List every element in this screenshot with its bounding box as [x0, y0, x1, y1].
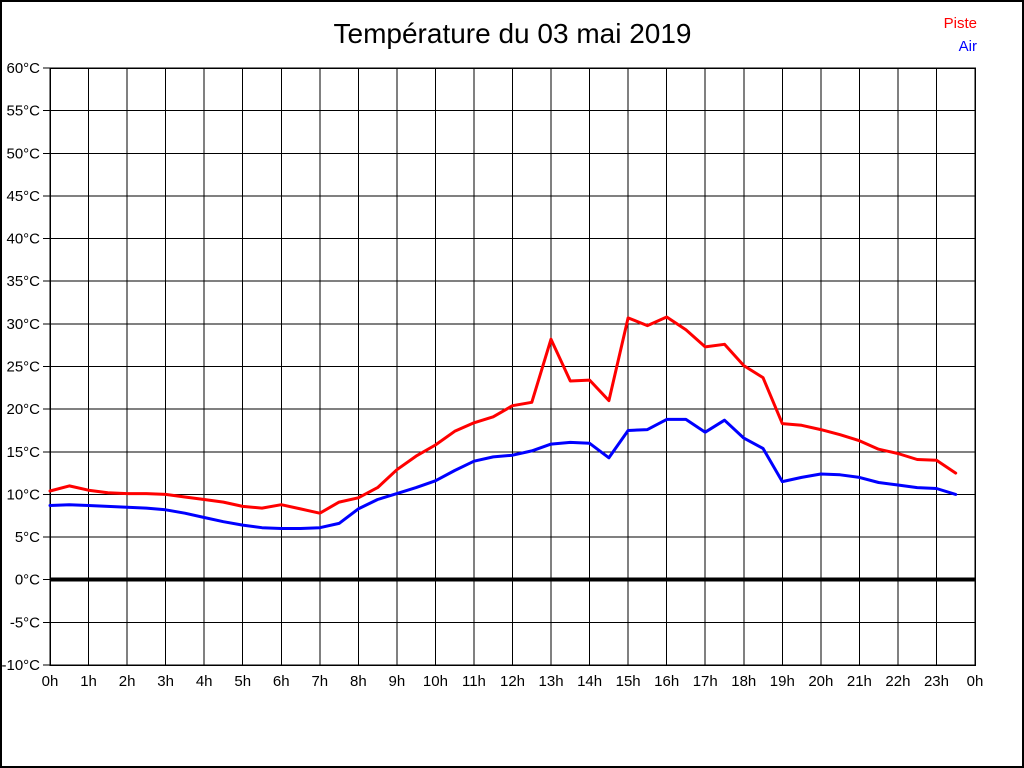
x-tick-label: 12h	[500, 673, 525, 690]
y-tick-label: 0°C	[15, 572, 40, 589]
x-tick-label: 23h	[924, 673, 949, 690]
x-tick-label: 15h	[616, 673, 641, 690]
y-tick-label: 50°C	[6, 145, 40, 162]
x-tick-label: 10h	[423, 673, 448, 690]
x-tick-label: 19h	[770, 673, 795, 690]
legend-item-air: Air	[958, 38, 977, 55]
x-tick-label: 2h	[119, 673, 136, 690]
y-tick-label: 5°C	[15, 529, 40, 546]
y-tick-label: 10°C	[6, 486, 40, 503]
plot-border	[49, 67, 976, 666]
x-tick-label: 0h	[967, 673, 984, 690]
y-tick-label: 30°C	[6, 316, 40, 333]
x-tick-label: 5h	[234, 673, 251, 690]
chart-title: Température du 03 mai 2019	[333, 18, 692, 49]
y-tick-label: 20°C	[6, 401, 40, 418]
x-tick-label: 11h	[462, 673, 486, 690]
x-tick-label: 6h	[273, 673, 290, 690]
series-line-piste	[48, 315, 958, 515]
x-tick-label: 18h	[731, 673, 756, 690]
series-line-air	[48, 417, 958, 530]
x-tick-label: 1h	[80, 673, 97, 690]
x-tick-label: 21h	[847, 673, 872, 690]
x-tick-label: 3h	[157, 673, 174, 690]
x-tick-label: 8h	[350, 673, 367, 690]
x-tick-label: 16h	[654, 673, 679, 690]
y-tick-label: 15°C	[6, 444, 40, 461]
x-tick-label: 14h	[577, 673, 602, 690]
x-tick-label: 13h	[539, 673, 564, 690]
y-tick-label: 25°C	[6, 359, 40, 376]
x-tick-label: 20h	[808, 673, 833, 690]
x-tick-label: 9h	[389, 673, 406, 690]
legend-item-piste: Piste	[943, 15, 977, 32]
y-tick-label: 60°C	[6, 60, 40, 77]
chart-legend: Piste Air	[50, 12, 977, 58]
y-tick-label: 35°C	[6, 273, 40, 290]
x-tick-label: 17h	[693, 673, 718, 690]
y-tick-label: -5°C	[10, 614, 40, 631]
y-tick-label: -10°C	[2, 657, 40, 674]
x-tick-label: 7h	[311, 673, 328, 690]
y-tick-label: 40°C	[6, 231, 40, 248]
x-tick-label: 0h	[42, 673, 59, 690]
x-tick-label: 22h	[885, 673, 910, 690]
y-tick-label: 55°C	[6, 103, 40, 120]
y-tick-label: 45°C	[6, 188, 40, 205]
x-tick-label: 4h	[196, 673, 213, 690]
